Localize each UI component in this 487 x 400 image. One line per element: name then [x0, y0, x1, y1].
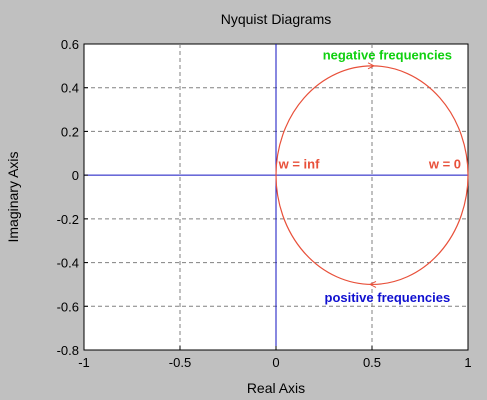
nyquist-curve [275, 65, 469, 286]
y-tick-label: -0.2 [57, 212, 79, 227]
annotation-label: positive frequencies [325, 290, 451, 305]
annotation-label: negative frequencies [323, 47, 452, 62]
annotation-label: w = 0 [428, 157, 461, 172]
annotations: negative frequencies w = inf w = 0 positive… [278, 47, 461, 305]
annotation-label: w = inf [278, 157, 320, 172]
y-axis-label: Imaginary Axis [5, 151, 21, 242]
nyquist-curve-group [275, 65, 469, 286]
arrow-positive-freq [368, 280, 377, 288]
direction-arrows [367, 62, 377, 288]
y-tick-label: -0.6 [57, 299, 79, 314]
x-tick-label: -0.5 [169, 355, 191, 370]
y-tick-label: 0.2 [61, 124, 79, 139]
x-tick-label: 0 [272, 355, 279, 370]
x-tick-label: 0.5 [363, 355, 381, 370]
chart-title: Nyquist Diagrams [221, 11, 331, 27]
y-tick-label: 0.6 [61, 37, 79, 52]
y-tick-label: -0.4 [57, 256, 79, 271]
x-axis-label: Real Axis [247, 380, 305, 396]
x-tick-label: 1 [464, 355, 471, 370]
y-tick-labels: 0.6 0.4 0.2 0 -0.2 -0.4 -0.6 -0.8 [57, 37, 88, 358]
y-tick-label: 0 [72, 168, 79, 183]
x-tick-label: -1 [78, 355, 90, 370]
arrow-negative-freq [367, 62, 376, 70]
y-tick-label: 0.4 [61, 81, 79, 96]
x-tick-labels: -1 -0.5 0 0.5 1 [78, 346, 472, 370]
y-tick-label: -0.8 [57, 343, 79, 358]
